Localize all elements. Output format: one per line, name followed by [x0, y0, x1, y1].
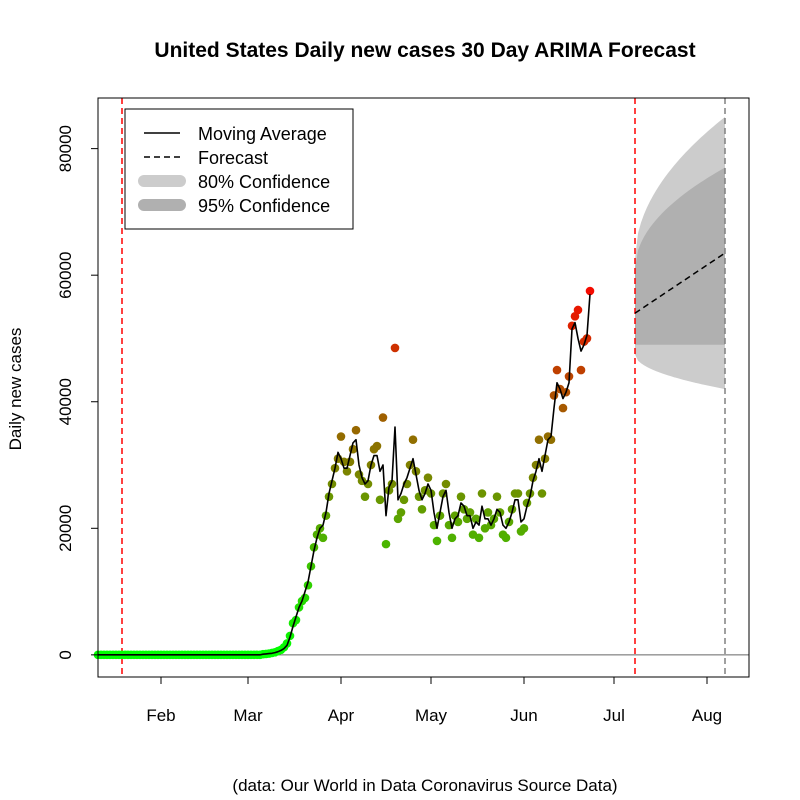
data-point — [558, 403, 568, 413]
data-point — [453, 517, 463, 527]
y-tick-label: 40000 — [56, 378, 75, 425]
axes: 0 20000 40000 60000 80000 Feb Mar Apr May Jun Jul A… — [56, 125, 722, 725]
data-point — [474, 533, 484, 543]
data-point — [534, 435, 544, 445]
data-point — [360, 492, 370, 501]
data-point — [336, 432, 346, 441]
data-point — [576, 365, 586, 375]
data-point — [483, 508, 493, 517]
data-point — [342, 467, 352, 476]
y-axis-label: Daily new cases — [6, 328, 25, 451]
legend-label-forecast: Forecast — [198, 148, 268, 168]
legend: Moving Average Forecast 80% Confidence 9… — [124, 108, 354, 230]
data-point — [477, 489, 487, 498]
x-tick-label: Jun — [510, 706, 537, 725]
data-point — [351, 425, 361, 435]
legend-label-moving-average: Moving Average — [198, 124, 327, 144]
data-point — [378, 413, 388, 422]
y-tick-label: 0 — [56, 650, 75, 659]
data-point — [375, 495, 385, 505]
data-point — [390, 343, 400, 353]
data-point — [465, 508, 475, 517]
data-point — [537, 489, 547, 498]
data-point — [408, 435, 418, 445]
plot-area — [93, 98, 749, 677]
data-point — [381, 539, 391, 549]
legend-label-80-confidence: 80% Confidence — [198, 172, 330, 192]
forecast-80-confidence-band — [635, 167, 725, 345]
data-point — [573, 305, 583, 315]
forecast-line — [634, 252, 726, 314]
data-point — [417, 505, 427, 514]
data-source-caption: (data: Our World in Data Coronavirus Sou… — [232, 776, 617, 795]
data-point — [432, 536, 442, 546]
data-point — [396, 508, 406, 517]
data-point — [456, 492, 466, 501]
x-tick-label: Feb — [146, 706, 175, 725]
data-point — [423, 473, 433, 482]
data-point — [585, 286, 595, 296]
chart-title: United States Daily new cases 30 Day ARI… — [154, 39, 695, 62]
y-tick-label: 20000 — [56, 505, 75, 552]
x-tick-label: Aug — [692, 706, 722, 725]
data-point — [519, 523, 529, 533]
x-tick-label: Mar — [233, 706, 263, 725]
plot-frame — [97, 97, 750, 678]
data-point — [501, 533, 511, 543]
data-point — [399, 495, 409, 505]
y-tick-label: 80000 — [56, 125, 75, 172]
data-point — [447, 533, 457, 543]
data-point — [318, 533, 328, 543]
data-point — [513, 489, 523, 498]
legend-label-95-confidence: 95% Confidence — [198, 196, 330, 216]
y-tick-label: 60000 — [56, 252, 75, 299]
data-point — [492, 492, 502, 501]
x-tick-label: May — [415, 706, 448, 725]
data-point — [363, 479, 373, 489]
data-point — [471, 514, 481, 524]
data-point — [546, 435, 556, 445]
data-point — [552, 365, 562, 375]
data-point — [441, 479, 451, 489]
x-tick-label: Apr — [328, 706, 355, 725]
x-tick-label: Jul — [603, 706, 625, 725]
moving-average-line — [98, 294, 591, 656]
data-point — [372, 441, 382, 451]
data-point — [549, 391, 559, 400]
